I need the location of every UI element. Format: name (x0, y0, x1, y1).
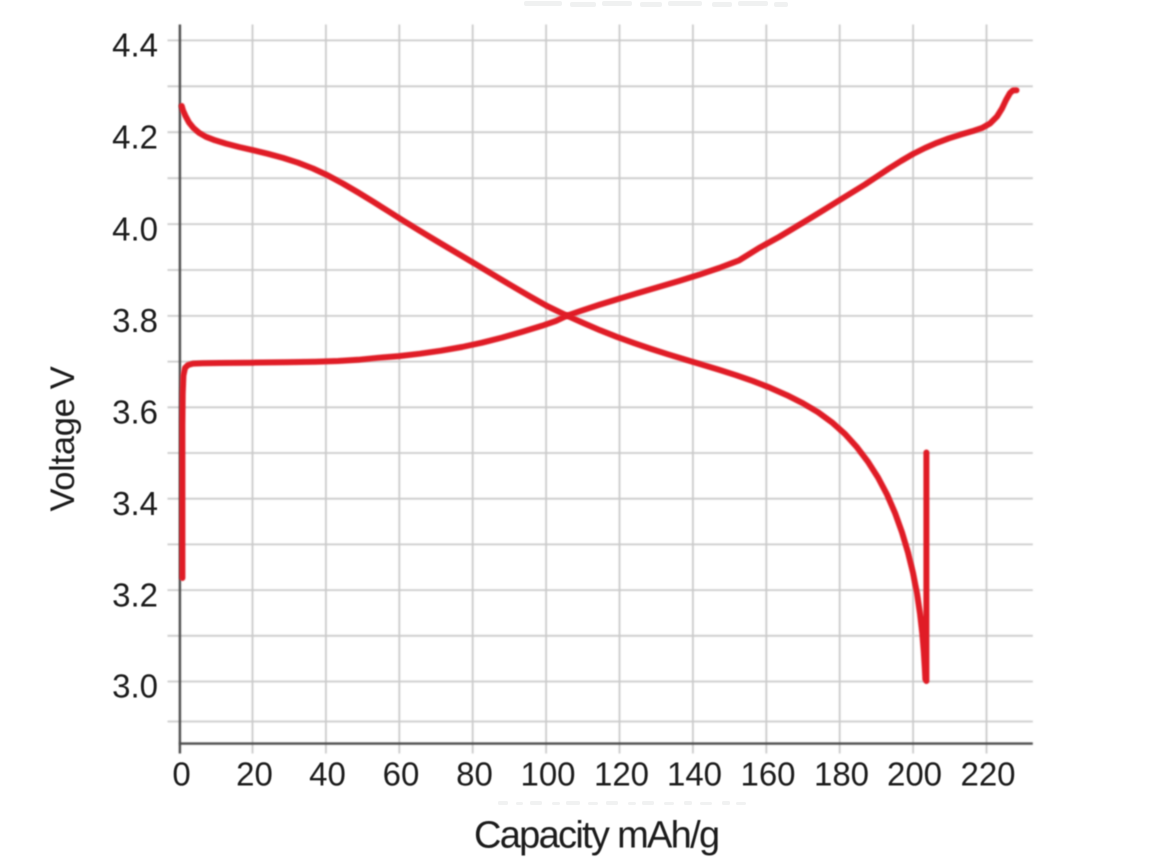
svg-text:Voltage V: Voltage V (44, 366, 82, 511)
svg-text:3.6: 3.6 (112, 394, 158, 431)
svg-text:0: 0 (172, 756, 190, 793)
svg-text:180: 180 (814, 756, 869, 793)
svg-text:4.2: 4.2 (112, 118, 158, 155)
svg-text:40: 40 (309, 756, 346, 793)
svg-text:3.0: 3.0 (112, 668, 158, 705)
svg-text:Capacity mAh/g: Capacity mAh/g (474, 815, 718, 857)
svg-text:3.8: 3.8 (112, 302, 158, 339)
svg-text:160: 160 (740, 756, 795, 793)
svg-text:20: 20 (236, 756, 273, 793)
svg-text:80: 80 (456, 756, 493, 793)
svg-text:220: 220 (960, 756, 1015, 793)
svg-text:100: 100 (520, 756, 575, 793)
svg-text:3.2: 3.2 (112, 576, 158, 613)
svg-text:200: 200 (887, 756, 942, 793)
svg-text:4.4: 4.4 (112, 27, 158, 64)
svg-text:120: 120 (594, 756, 649, 793)
svg-text:140: 140 (667, 756, 722, 793)
svg-text:4.0: 4.0 (112, 210, 158, 247)
svg-text:3.4: 3.4 (112, 485, 158, 522)
svg-text:60: 60 (383, 756, 420, 793)
